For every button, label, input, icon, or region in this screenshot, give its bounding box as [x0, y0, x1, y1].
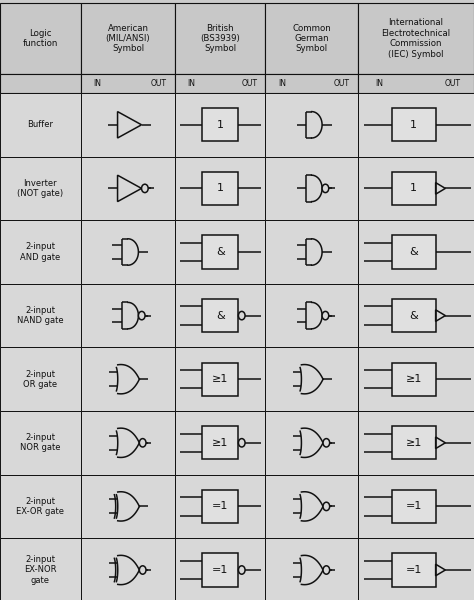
Text: =1: =1: [405, 565, 422, 575]
Text: 2-input
NAND gate: 2-input NAND gate: [17, 306, 64, 325]
Bar: [358, 74, 474, 93]
Bar: [358, 411, 474, 475]
Bar: [0, 220, 81, 284]
Text: 1: 1: [217, 120, 224, 130]
Text: 2-input
EX-OR gate: 2-input EX-OR gate: [16, 497, 64, 516]
Text: OUT: OUT: [241, 79, 257, 88]
Bar: [0, 3, 81, 74]
Bar: [81, 411, 175, 475]
Bar: [175, 284, 265, 347]
Text: =1: =1: [212, 502, 228, 511]
Text: IN: IN: [94, 79, 101, 88]
Text: Buffer: Buffer: [27, 120, 53, 129]
Bar: [392, 235, 436, 269]
Text: IN: IN: [278, 79, 286, 88]
Text: &: &: [409, 247, 418, 257]
Bar: [175, 220, 265, 284]
Bar: [358, 538, 474, 600]
Circle shape: [323, 566, 330, 574]
Bar: [175, 157, 265, 220]
Circle shape: [323, 439, 330, 447]
Circle shape: [139, 439, 146, 447]
Text: 1: 1: [217, 184, 224, 193]
Circle shape: [238, 566, 245, 574]
Bar: [265, 475, 358, 538]
Text: 1: 1: [410, 184, 417, 193]
Bar: [81, 220, 175, 284]
Text: IN: IN: [375, 79, 383, 88]
Bar: [392, 108, 436, 142]
Circle shape: [322, 184, 329, 193]
Bar: [81, 74, 175, 93]
Bar: [0, 475, 81, 538]
Text: 2-input
OR gate: 2-input OR gate: [23, 370, 57, 389]
Text: &: &: [409, 311, 418, 320]
Bar: [358, 475, 474, 538]
Text: ≥1: ≥1: [212, 374, 228, 384]
Bar: [175, 411, 265, 475]
Text: ≥1: ≥1: [212, 438, 228, 448]
Circle shape: [238, 439, 245, 447]
Bar: [0, 74, 81, 93]
Circle shape: [138, 311, 145, 320]
Circle shape: [322, 311, 329, 320]
Bar: [265, 157, 358, 220]
Text: ≥1: ≥1: [405, 374, 422, 384]
Bar: [265, 3, 358, 74]
Text: OUT: OUT: [445, 79, 461, 88]
Bar: [392, 362, 436, 396]
Bar: [392, 490, 436, 523]
Text: IN: IN: [188, 79, 196, 88]
Bar: [81, 347, 175, 411]
Text: 2-input
NOR gate: 2-input NOR gate: [20, 433, 61, 452]
Text: 2-input
AND gate: 2-input AND gate: [20, 242, 60, 262]
Bar: [358, 3, 474, 74]
Bar: [265, 220, 358, 284]
Bar: [175, 3, 265, 74]
Text: American
(MIL/ANSI)
Symbol: American (MIL/ANSI) Symbol: [106, 23, 150, 53]
Bar: [0, 538, 81, 600]
Bar: [175, 347, 265, 411]
Circle shape: [323, 502, 330, 511]
Bar: [81, 157, 175, 220]
Bar: [0, 157, 81, 220]
Bar: [202, 108, 238, 142]
Bar: [265, 93, 358, 157]
Bar: [358, 93, 474, 157]
Bar: [265, 74, 358, 93]
Bar: [202, 235, 238, 269]
Bar: [202, 553, 238, 587]
Bar: [358, 347, 474, 411]
Text: International
Electrotechnical
Commission
(IEC) Symbol: International Electrotechnical Commissio…: [382, 19, 450, 59]
Bar: [358, 284, 474, 347]
Bar: [392, 172, 436, 205]
Bar: [175, 93, 265, 157]
Text: OUT: OUT: [333, 79, 349, 88]
Bar: [392, 426, 436, 460]
Text: OUT: OUT: [150, 79, 166, 88]
Bar: [81, 3, 175, 74]
Text: &: &: [216, 247, 225, 257]
Text: 2-input
EX-NOR
gate: 2-input EX-NOR gate: [24, 555, 56, 585]
Circle shape: [139, 566, 146, 574]
Bar: [0, 411, 81, 475]
Bar: [81, 475, 175, 538]
Bar: [0, 93, 81, 157]
Bar: [392, 299, 436, 332]
Bar: [81, 93, 175, 157]
Bar: [358, 157, 474, 220]
Bar: [175, 538, 265, 600]
Bar: [0, 284, 81, 347]
Text: Inverter
(NOT gate): Inverter (NOT gate): [17, 179, 64, 198]
Text: &: &: [216, 311, 225, 320]
Bar: [81, 284, 175, 347]
Bar: [392, 553, 436, 587]
Bar: [0, 347, 81, 411]
Text: British
(BS3939)
Symbol: British (BS3939) Symbol: [201, 23, 240, 53]
Bar: [175, 475, 265, 538]
Text: ≥1: ≥1: [405, 438, 422, 448]
Bar: [202, 490, 238, 523]
Circle shape: [238, 311, 245, 320]
Bar: [265, 538, 358, 600]
Bar: [202, 172, 238, 205]
